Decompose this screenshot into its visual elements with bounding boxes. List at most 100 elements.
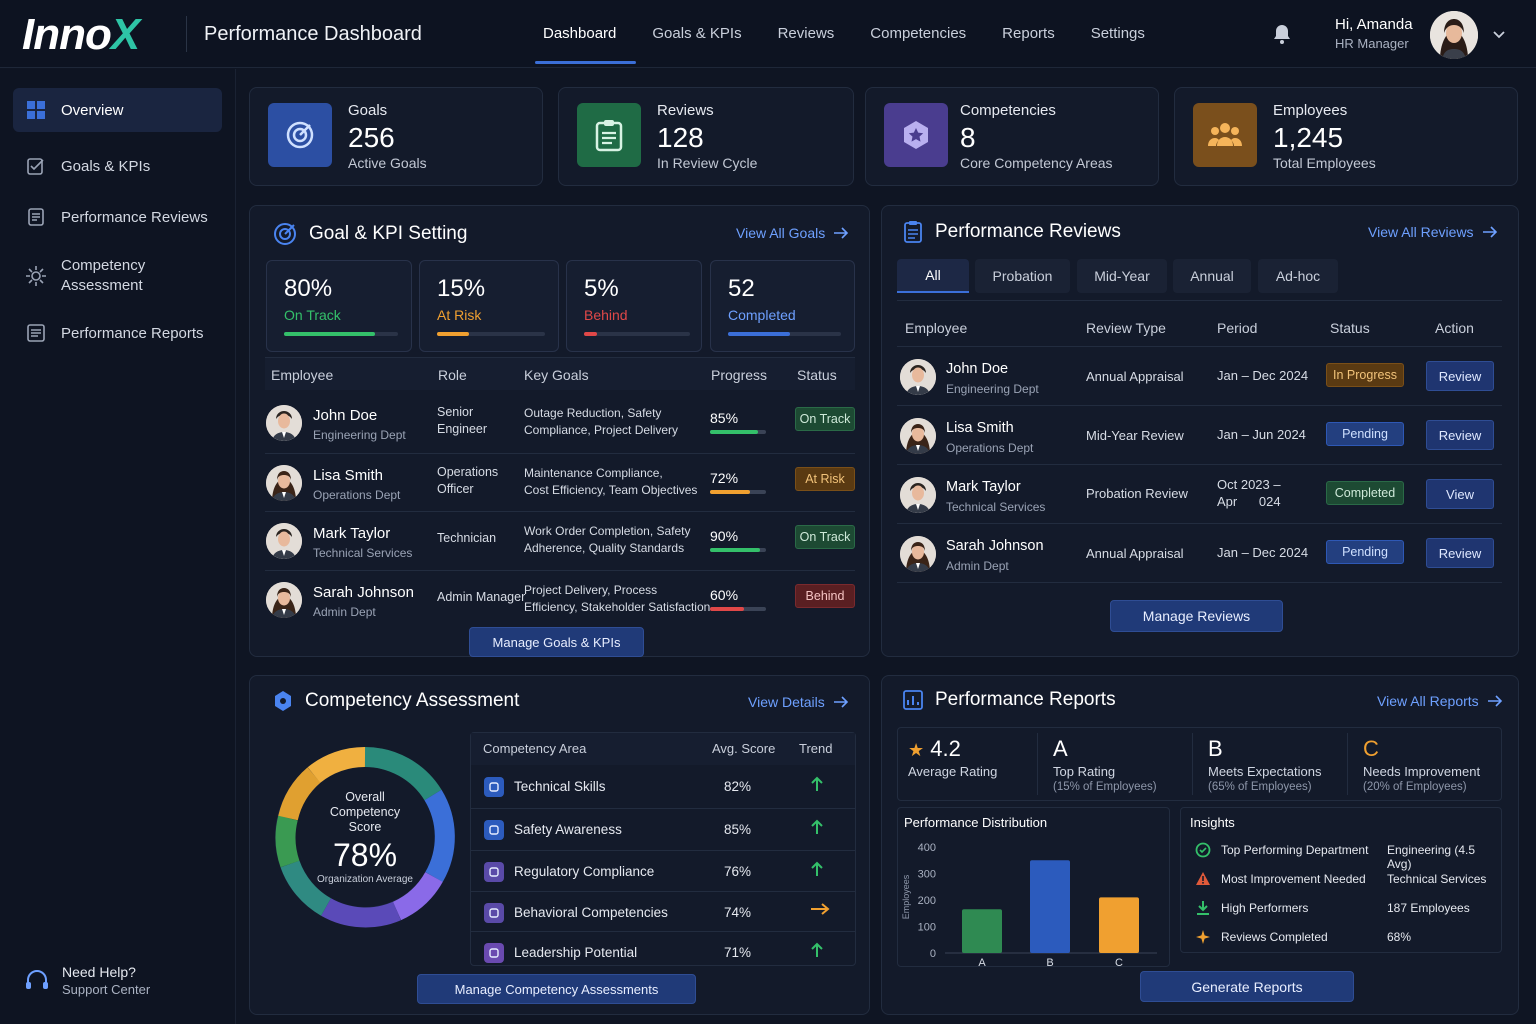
tab-mid-year[interactable]: Mid-Year (1077, 259, 1167, 293)
kpi-card-completed[interactable]: 52 Completed (710, 260, 855, 352)
review-button[interactable]: Review (1426, 420, 1494, 450)
trophy-icon (1195, 842, 1211, 858)
nav-reports[interactable]: Reports (1002, 25, 1055, 42)
chevron-down-icon[interactable] (1492, 28, 1506, 47)
trend-up-icon (811, 861, 823, 876)
competency-score: 74% (724, 905, 752, 920)
manage-goals-button[interactable]: Manage Goals & KPIs (469, 627, 644, 657)
logo[interactable]: InnoX (22, 10, 140, 59)
summary-value: B (1208, 736, 1223, 761)
table-row[interactable]: Mark Taylor Technical Services Technicia… (265, 513, 855, 571)
nav-goals-kpis[interactable]: Goals & KPIs (652, 25, 742, 42)
status-badge: On Track (795, 525, 855, 549)
competency-row[interactable]: Technical Skills 82% (470, 766, 856, 808)
grid-icon (25, 99, 47, 121)
stat-card-goals[interactable]: Goals 256 Active Goals (249, 87, 543, 186)
avatar (266, 582, 302, 618)
bell-icon[interactable] (1270, 22, 1294, 51)
view-button[interactable]: View (1426, 479, 1494, 509)
avatar (900, 418, 936, 454)
sidebar-item-competency-assessment[interactable]: Competency Assessment (13, 254, 222, 298)
sidebar-item-label: Competency (61, 257, 146, 274)
employee-dept: Engineering Dept (313, 428, 406, 442)
stat-card-reviews[interactable]: Reviews 128 In Review Cycle (558, 87, 854, 186)
avatar (900, 536, 936, 572)
manage-reviews-button[interactable]: Manage Reviews (1110, 600, 1283, 632)
kpi-label: At Risk (437, 307, 482, 323)
tab-ad-hoc[interactable]: Ad-hoc (1258, 259, 1338, 293)
table-row[interactable]: Sarah Johnson Admin Dept Admin Manager P… (265, 572, 855, 630)
y-tick-label: 400 (918, 842, 936, 854)
view-details-link[interactable]: View Details (748, 694, 849, 710)
summary-label: Needs Improvement (1363, 764, 1481, 779)
nav-dashboard[interactable]: Dashboard (525, 0, 637, 68)
competency-row[interactable]: Regulatory Compliance 76% (470, 850, 856, 892)
view-all-reviews-link[interactable]: View All Reviews (1368, 224, 1498, 240)
help-link[interactable]: Need Help? Support Center (24, 964, 150, 997)
view-all-goals-link[interactable]: View All Goals (736, 225, 849, 241)
tab-probation[interactable]: Probation (975, 259, 1070, 293)
view-all-reports-link[interactable]: View All Reports (1377, 693, 1503, 709)
progress-bar (710, 607, 766, 611)
user-greeting: Hi, Amanda (1335, 16, 1413, 33)
table-row[interactable]: Mark Taylor Technical Services Probation… (897, 464, 1502, 523)
competency-name: Leadership Potential (514, 945, 638, 960)
main-nav: Dashboard Goals & KPIs Reviews Competenc… (525, 0, 1163, 68)
table-row[interactable]: John Doe Engineering Dept Annual Apprais… (897, 346, 1502, 405)
review-type: Annual Appraisal (1086, 546, 1184, 561)
kpi-card-at-risk[interactable]: 15% At Risk (419, 260, 559, 352)
sidebar-item-goals-kpis[interactable]: Goals & KPIs (13, 144, 222, 188)
user-info[interactable]: Hi, Amanda HR Manager (1335, 16, 1413, 51)
sidebar: Overview Goals & KPIs Performance Review… (0, 69, 236, 1024)
review-button[interactable]: Review (1426, 538, 1494, 568)
sidebar-item-performance-reports[interactable]: Performance Reports (13, 311, 222, 355)
help-title: Need Help? (62, 964, 136, 980)
employee-dept: Admin Dept (313, 605, 376, 619)
kpi-card-on-track[interactable]: 80% On Track (266, 260, 412, 352)
competency-row[interactable]: Leadership Potential 71% (470, 931, 856, 973)
competency-row[interactable]: Behavioral Competencies 74% (470, 891, 856, 933)
x-tick-label: B (1046, 957, 1053, 967)
progress-bar (710, 490, 766, 494)
competency-table-header (471, 733, 855, 765)
employee-name: John Doe (313, 407, 378, 424)
donut-sub: Organization Average (317, 874, 413, 885)
summary-needs-improvement: C Needs Improvement (20% of Employees) (1349, 730, 1499, 800)
table-row[interactable]: Lisa Smith Operations Dept Mid-Year Revi… (897, 405, 1502, 464)
sidebar-item-overview[interactable]: Overview (13, 88, 222, 132)
nav-competencies[interactable]: Competencies (870, 25, 967, 42)
download-icon (1195, 900, 1211, 916)
clipboard-icon (577, 103, 641, 167)
generate-reports-button[interactable]: Generate Reports (1140, 971, 1354, 1002)
tab-all[interactable]: All (897, 259, 969, 293)
arrow-right-icon (1482, 226, 1497, 238)
competency-score: 76% (724, 864, 752, 879)
help-subtitle: Support Center (62, 982, 151, 997)
distribution-chart-box (897, 807, 1170, 967)
key-goals: Project Delivery, Process Efficiency, Sta… (524, 583, 711, 614)
table-row[interactable]: Lisa Smith Operations Dept Operations Off… (265, 455, 855, 513)
nav-settings[interactable]: Settings (1090, 25, 1145, 42)
review-button[interactable]: Review (1426, 361, 1494, 391)
review-type: Probation Review (1086, 486, 1188, 501)
table-row[interactable]: John Doe Engineering Dept Senior Engineer… (265, 395, 855, 453)
nav-reviews[interactable]: Reviews (777, 25, 835, 42)
avatar[interactable] (1430, 11, 1478, 59)
tab-annual[interactable]: Annual (1173, 259, 1251, 293)
kpi-value: 15% (437, 275, 486, 302)
y-tick-label: 100 (918, 922, 936, 934)
competency-row[interactable]: Safety Awareness 85% (470, 808, 856, 850)
key-goals: Outage Reduction, Safety Compliance, Proj… (524, 406, 679, 437)
kpi-value: 52 (728, 275, 755, 302)
sidebar-item-performance-reviews[interactable]: Performance Reviews (13, 195, 222, 239)
stat-card-competencies[interactable]: Competencies 8 Core Competency Areas (865, 87, 1159, 186)
stat-card-employees[interactable]: Employees 1,245 Total Employees (1174, 87, 1518, 186)
table-row[interactable]: Sarah Johnson Admin Dept Annual Appraisa… (897, 523, 1502, 582)
manage-competency-button[interactable]: Manage Competency Assessments (417, 974, 696, 1004)
reviews-panel-title: Performance Reviews (903, 220, 1121, 244)
kpi-card-behind[interactable]: 5% Behind (566, 260, 702, 352)
divider (897, 346, 1502, 347)
star-icon: ★ (908, 740, 925, 760)
status-badge: Completed (1326, 481, 1404, 505)
divider (265, 570, 855, 571)
